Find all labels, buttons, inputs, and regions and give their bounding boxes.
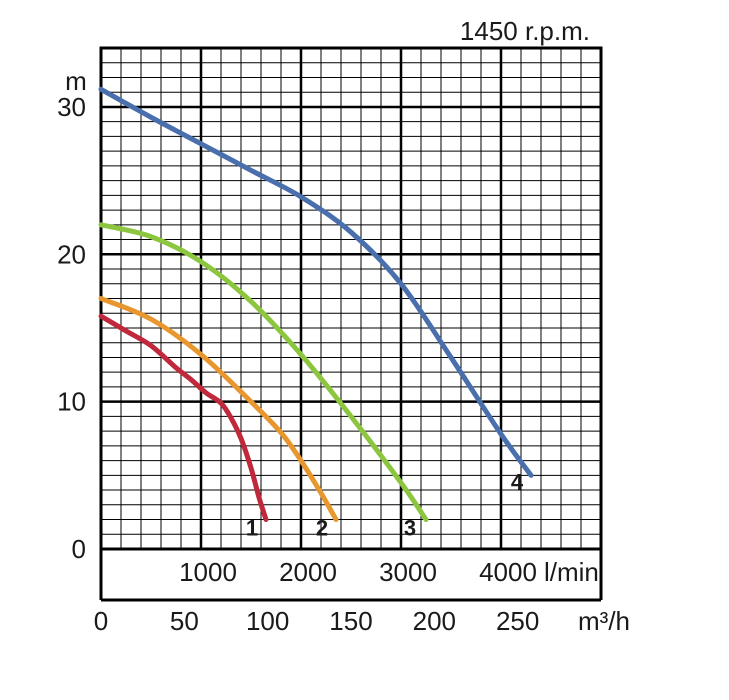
curve-1 [98, 313, 269, 523]
curve-3 [98, 222, 429, 523]
x-axis-unit-lmin: l/min [544, 557, 599, 587]
major-grid [101, 48, 601, 549]
curve-2 [98, 296, 339, 523]
x-tick-label-m3h: 250 [496, 606, 539, 636]
y-tick-label: 0 [72, 534, 86, 564]
curve-label-1: 1 [246, 516, 258, 541]
curve-4 [98, 86, 534, 478]
curve-label-3: 3 [404, 516, 416, 541]
x-axis-unit-m3h: m³/h [578, 606, 630, 636]
x-tick-label-m3h: 100 [246, 606, 289, 636]
tick-labels: 0 10 20 30 1000 2000 3000 4000 0 50 100 150 200 250 [57, 92, 539, 636]
x-tick-label-lmin: 3000 [379, 557, 437, 587]
curve-label-2: 2 [316, 516, 328, 541]
x-tick-label-lmin: 1000 [179, 557, 237, 587]
y-tick-label: 10 [57, 387, 86, 417]
curve-label-4: 4 [511, 469, 524, 494]
series-layer: 1 2 3 4 [98, 86, 534, 541]
y-tick-label: 30 [57, 92, 86, 122]
y-axis-unit: m [65, 66, 87, 96]
x-tick-label-m3h: 50 [170, 606, 199, 636]
minor-grid [101, 48, 601, 549]
x-tick-label-lmin: 2000 [279, 557, 337, 587]
x-tick-label-m3h: 150 [329, 606, 372, 636]
x-tick-label-m3h: 200 [413, 606, 456, 636]
chart-title: 1450 r.p.m. [460, 16, 590, 46]
x-tick-label-m3h: 0 [94, 606, 108, 636]
y-tick-label: 20 [57, 239, 86, 269]
x-tick-label-lmin: 4000 [479, 557, 537, 587]
